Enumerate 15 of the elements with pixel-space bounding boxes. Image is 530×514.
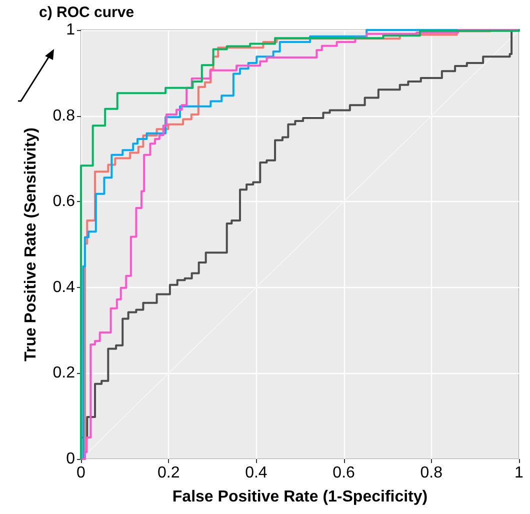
y-tick-label: 0.2 bbox=[52, 364, 76, 382]
x-tick-label: 0.8 bbox=[420, 464, 443, 482]
y-tick-label: 0.6 bbox=[52, 193, 76, 210]
x-axis-title: False Positive Rate (1-Specificity) bbox=[172, 488, 428, 506]
y-axis-title: True Positive Rate (Sensitivity) bbox=[22, 128, 40, 362]
y-tick-label: 0.8 bbox=[52, 107, 76, 124]
x-tick-label: 0.2 bbox=[157, 464, 180, 482]
x-tick-label: 1 bbox=[514, 464, 524, 482]
y-tick-label: 1 bbox=[66, 22, 76, 38]
chart-title: c) ROC curve bbox=[39, 4, 134, 21]
x-tick-label: 0 bbox=[76, 464, 86, 482]
x-tick-label: 0.6 bbox=[332, 464, 356, 482]
x-tick-label: 0.4 bbox=[245, 464, 268, 482]
y-tick-label: 0.4 bbox=[52, 278, 76, 296]
y-tick-label: 0 bbox=[66, 450, 76, 468]
